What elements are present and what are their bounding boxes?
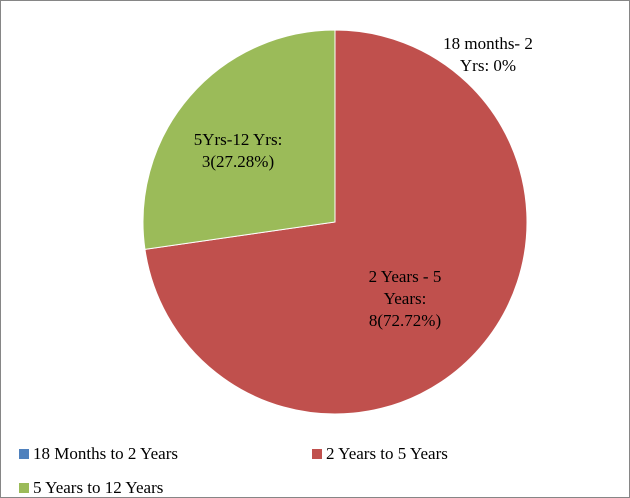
legend-swatch (19, 483, 29, 493)
legend-label: 2 Years to 5 Years (326, 444, 448, 463)
legend-item: 2 Years to 5 Years (312, 444, 448, 464)
legend-swatch (312, 449, 322, 459)
pie-slice (142, 29, 336, 250)
pie-slice (144, 29, 528, 415)
data-label: 18 months- 2 Yrs: 0% (443, 34, 533, 75)
data-label: 5Yrs-12 Yrs: 3(27.28%) (193, 130, 283, 171)
data-label: 2 Years - 5 Years: 8(72.72%) (368, 267, 442, 330)
legend-label: 5 Years to 12 Years (33, 478, 164, 497)
legend-label: 18 Months to 2 Years (33, 444, 178, 463)
legend-item: 5 Years to 12 Years (19, 478, 163, 498)
legend-item: 18 Months to 2 Years (19, 444, 178, 464)
legend-swatch (19, 449, 29, 459)
